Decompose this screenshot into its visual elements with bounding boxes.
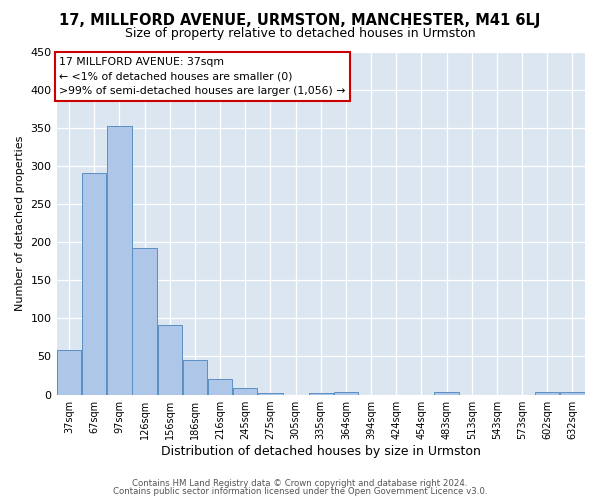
- Bar: [158, 325, 182, 394]
- Text: 17, MILLFORD AVENUE, URMSTON, MANCHESTER, M41 6LJ: 17, MILLFORD AVENUE, URMSTON, MANCHESTER…: [59, 12, 541, 28]
- Text: Size of property relative to detached houses in Urmston: Size of property relative to detached ho…: [125, 28, 475, 40]
- Bar: [308, 393, 333, 394]
- Bar: [82, 174, 106, 394]
- Y-axis label: Number of detached properties: Number of detached properties: [15, 136, 25, 310]
- Bar: [434, 392, 459, 394]
- Bar: [560, 392, 584, 394]
- Bar: [334, 392, 358, 394]
- Bar: [258, 393, 283, 394]
- Text: 17 MILLFORD AVENUE: 37sqm
← <1% of detached houses are smaller (0)
>99% of semi-: 17 MILLFORD AVENUE: 37sqm ← <1% of detac…: [59, 56, 346, 96]
- Bar: [183, 360, 207, 394]
- Bar: [133, 248, 157, 394]
- Bar: [57, 350, 82, 395]
- Bar: [208, 378, 232, 394]
- Text: Contains public sector information licensed under the Open Government Licence v3: Contains public sector information licen…: [113, 487, 487, 496]
- Bar: [535, 392, 559, 394]
- X-axis label: Distribution of detached houses by size in Urmston: Distribution of detached houses by size …: [161, 444, 481, 458]
- Bar: [107, 126, 131, 394]
- Bar: [233, 388, 257, 394]
- Text: Contains HM Land Registry data © Crown copyright and database right 2024.: Contains HM Land Registry data © Crown c…: [132, 478, 468, 488]
